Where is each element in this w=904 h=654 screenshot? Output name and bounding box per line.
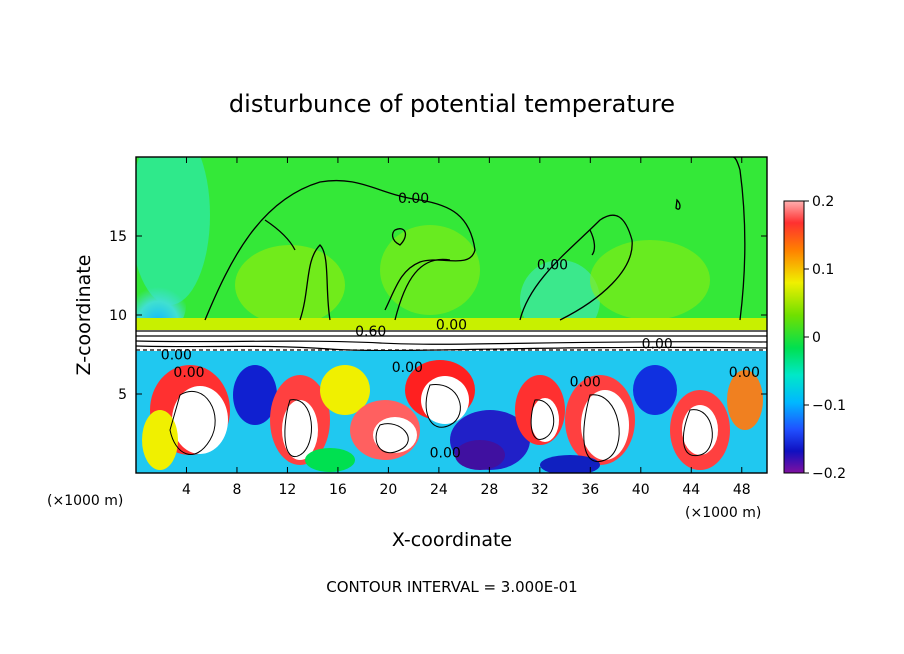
x-tick-label: 20 [379,482,397,498]
y-tick-label: 5 [118,387,127,403]
x-tick-label: 28 [480,482,498,498]
contour-label: 0.00 [392,360,423,376]
x-tick-label: 32 [531,482,549,498]
colorbar-tick-label: −0.1 [812,398,846,414]
x-axis-label: X-coordinate [392,529,512,551]
contour-interval-note: CONTOUR INTERVAL = 3.000E-01 [326,578,577,596]
y-tick-label: 15 [109,229,127,245]
y-tick-label: 10 [109,308,127,324]
colorbar-tick-label: 0.2 [812,194,834,210]
x-tick-label: 16 [329,482,347,498]
x-tick-label: 48 [733,482,751,498]
contour-label: 0.00 [430,445,461,461]
contour-label: 0.00 [729,365,760,381]
yellowgreen-region-2 [380,225,480,315]
contour-labels: 0.000.000.60 0.000.000.000.00 0.000.000.00… [161,191,760,461]
x-tick-label: 8 [232,482,241,498]
yellowgreen-region-1 [235,245,345,325]
contour-label: 0.00 [173,365,204,381]
x-tick-label: 24 [430,482,448,498]
x-axis: 4 8 12 16 20 24 28 32 36 40 44 48 [182,157,751,498]
yellowgreen-region-3 [590,240,710,320]
contour-label: 0.00 [398,191,429,207]
contour-label: 0.00 [537,257,568,273]
chart-title: disturbunce of potential temperature [229,90,675,118]
contour-label: 0.00 [642,336,673,352]
contour-label: 0.00 [436,317,467,333]
turbulence-blobs [142,360,763,473]
x-tick-label: 4 [182,482,191,498]
y-axis: 5 10 15 [109,229,767,403]
inversion-contours [136,330,767,352]
x-tick-label: 12 [279,482,297,498]
x-tick-label: 40 [632,482,650,498]
colorbar-tick-label: 0 [812,330,821,346]
y-axis-label: Z-coordinate [73,255,95,376]
lower-contours [169,384,713,463]
teal-region-left [136,157,210,305]
x-tick-label: 44 [682,482,700,498]
colorbar-tick-label: −0.2 [812,466,846,482]
contour-label: 0.00 [570,374,601,390]
contour-label: 0.00 [161,348,192,364]
colorbar [783,200,805,474]
x-unit-right: (×1000 m) [685,505,761,521]
x-unit-left: (×1000 m) [47,493,123,509]
colorbar-ticks: 0.2 0.1 0 −0.1 −0.2 [804,194,846,482]
plot-area [136,157,767,473]
contour-label: 0.60 [355,324,386,340]
yellow-band [136,318,767,330]
colorbar-tick-label: 0.1 [812,262,834,278]
upper-contours [204,157,746,321]
x-tick-label: 36 [581,482,599,498]
inversion-layer [136,330,767,350]
